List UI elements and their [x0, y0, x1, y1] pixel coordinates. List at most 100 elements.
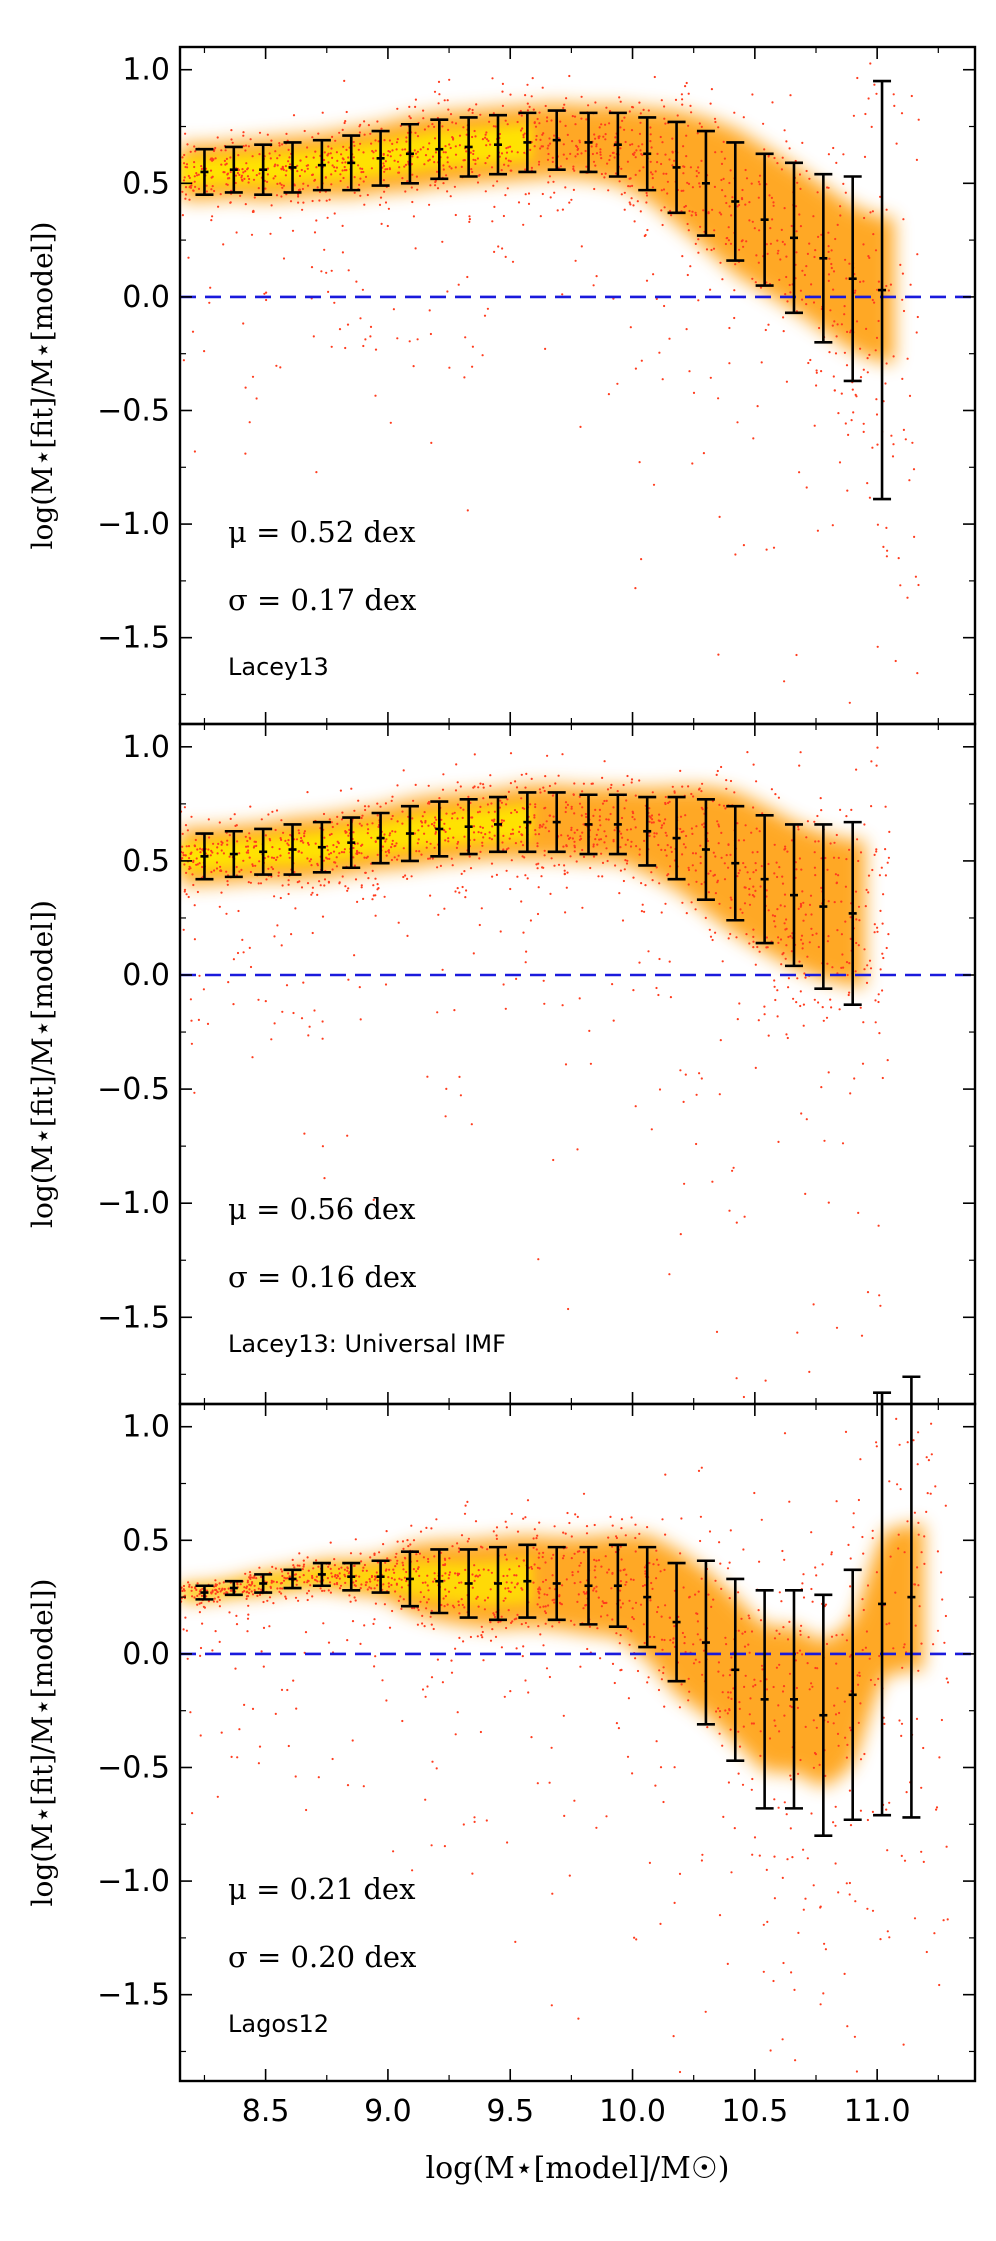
scatter-point [769, 227, 772, 230]
scatter-point [504, 194, 507, 197]
scatter-point [747, 1643, 750, 1646]
scatter-point [857, 1683, 860, 1686]
scatter-point [374, 1602, 377, 1605]
scatter-point [504, 1520, 507, 1523]
scatter-point [247, 1591, 251, 1595]
scatter-point [363, 203, 366, 206]
scatter-point [246, 1630, 249, 1633]
scatter-point [322, 1622, 325, 1625]
scatter-point [895, 1417, 898, 1420]
scatter-point [669, 996, 673, 999]
scatter-point [783, 893, 787, 896]
scatter-point [215, 867, 219, 870]
scatter-point [695, 825, 698, 828]
scatter-point [564, 1532, 567, 1535]
scatter-point [183, 153, 186, 157]
scatter-point [183, 888, 187, 891]
x-tick-label: 10.5 [721, 2094, 788, 2129]
scatter-point [284, 165, 287, 168]
scatter-point [492, 184, 495, 187]
scatter-point [786, 1638, 790, 1641]
scatter-point [621, 1602, 625, 1605]
scatter-point [488, 837, 491, 840]
scatter-point [673, 159, 676, 162]
scatter-point [530, 95, 533, 98]
scatter-point [733, 316, 736, 320]
scatter-point [345, 169, 348, 172]
scatter-point [904, 438, 907, 441]
scatter-point [782, 951, 785, 955]
scatter-point [854, 1900, 857, 1903]
scatter-point [573, 782, 576, 785]
scatter-point [702, 452, 706, 455]
scatter-point [530, 777, 533, 781]
scatter-point [786, 300, 789, 303]
scatter-point [427, 125, 430, 128]
scatter-point [226, 172, 230, 175]
scatter-point [220, 1731, 223, 1734]
scatter-point [890, 434, 893, 437]
scatter-point [416, 1623, 419, 1626]
scatter-point [626, 828, 629, 831]
scatter-point [454, 1586, 457, 1589]
scatter-point [544, 826, 547, 829]
y-tick-label: −1.5 [97, 1978, 170, 2013]
scatter-point [215, 861, 219, 864]
scatter-point [434, 151, 438, 154]
scatter-point [597, 1596, 600, 1599]
scatter-point [576, 1600, 579, 1603]
scatter-point [451, 864, 454, 867]
scatter-point [914, 1624, 917, 1627]
scatter-point [447, 128, 450, 131]
scatter-point [915, 1717, 919, 1720]
scatter-point [661, 378, 664, 381]
scatter-point [306, 1592, 309, 1595]
scatter-point [468, 215, 471, 218]
scatter-point [706, 1726, 709, 1729]
scatter-point [664, 831, 667, 834]
scatter-point [441, 125, 444, 128]
scatter-point [370, 142, 373, 145]
scatter-point [238, 1728, 241, 1731]
scatter-point [752, 885, 755, 888]
scatter-point [689, 104, 692, 107]
scatter-point [667, 801, 670, 805]
scatter-point [606, 1571, 609, 1574]
scatter-point [472, 952, 475, 955]
scatter-point [538, 824, 542, 827]
scatter-point [773, 872, 776, 875]
scatter-point [247, 851, 250, 854]
scatter-point [458, 891, 461, 894]
scatter-point [315, 1575, 318, 1578]
scatter-point [912, 1439, 915, 1442]
scatter-point [569, 836, 572, 839]
scatter-point [847, 1614, 851, 1617]
scatter-point [599, 1615, 603, 1618]
scatter-point [306, 164, 310, 167]
scatter-point [520, 833, 523, 836]
scatter-point [750, 831, 753, 834]
scatter-point [685, 81, 688, 85]
scatter-point [641, 143, 644, 146]
scatter-point [411, 1869, 414, 1872]
scatter-point [402, 1547, 405, 1550]
scatter-point [519, 109, 522, 113]
scatter-point [744, 1674, 747, 1677]
scatter-point [752, 1722, 756, 1725]
scatter-point [466, 1540, 469, 1543]
errorbar [342, 816, 361, 870]
scatter-point [387, 150, 390, 153]
scatter-point [670, 214, 673, 217]
scatter-point [611, 983, 614, 986]
scatter-point [193, 145, 196, 148]
scatter-point [740, 1617, 743, 1620]
scatter-point [755, 780, 758, 783]
scatter-point [265, 291, 268, 294]
scatter-point [701, 823, 704, 826]
scatter-point [357, 164, 360, 167]
scatter-point [634, 794, 637, 797]
scatter-point [831, 524, 834, 527]
scatter-point [199, 1654, 202, 1657]
scatter-point [545, 1667, 549, 1670]
scatter-point [323, 248, 326, 251]
